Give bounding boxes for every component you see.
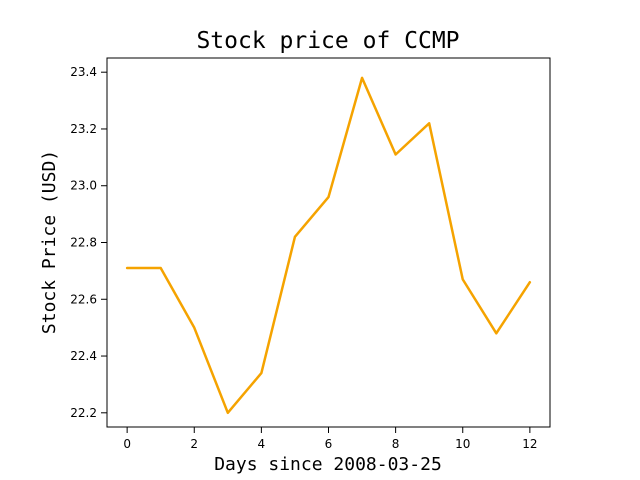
chart-title: Stock price of CCMP (196, 28, 459, 54)
y-tick-label: 22.6 (70, 292, 97, 306)
series-line-0 (125, 76, 532, 415)
x-tick-label: 4 (258, 437, 266, 451)
x-tick-label: 10 (455, 437, 470, 451)
x-axis-label: Days since 2008-03-25 (214, 454, 442, 475)
y-tick-label: 22.8 (70, 236, 97, 250)
x-tick-label: 12 (522, 437, 537, 451)
y-axis-label: Stock Price (USD) (39, 150, 60, 334)
x-tick-label: 0 (123, 437, 131, 451)
y-tick-label: 23.4 (70, 65, 97, 79)
x-tick-label: 8 (392, 437, 400, 451)
x-tick-label: 2 (190, 437, 198, 451)
y-tick-label: 23.2 (70, 122, 97, 136)
plot-area-frame (106, 57, 551, 428)
y-tick-label: 22.4 (70, 349, 97, 363)
y-tick-label: 22.2 (70, 406, 97, 420)
x-tick-label: 6 (325, 437, 333, 451)
y-tick-label: 23.0 (70, 179, 97, 193)
